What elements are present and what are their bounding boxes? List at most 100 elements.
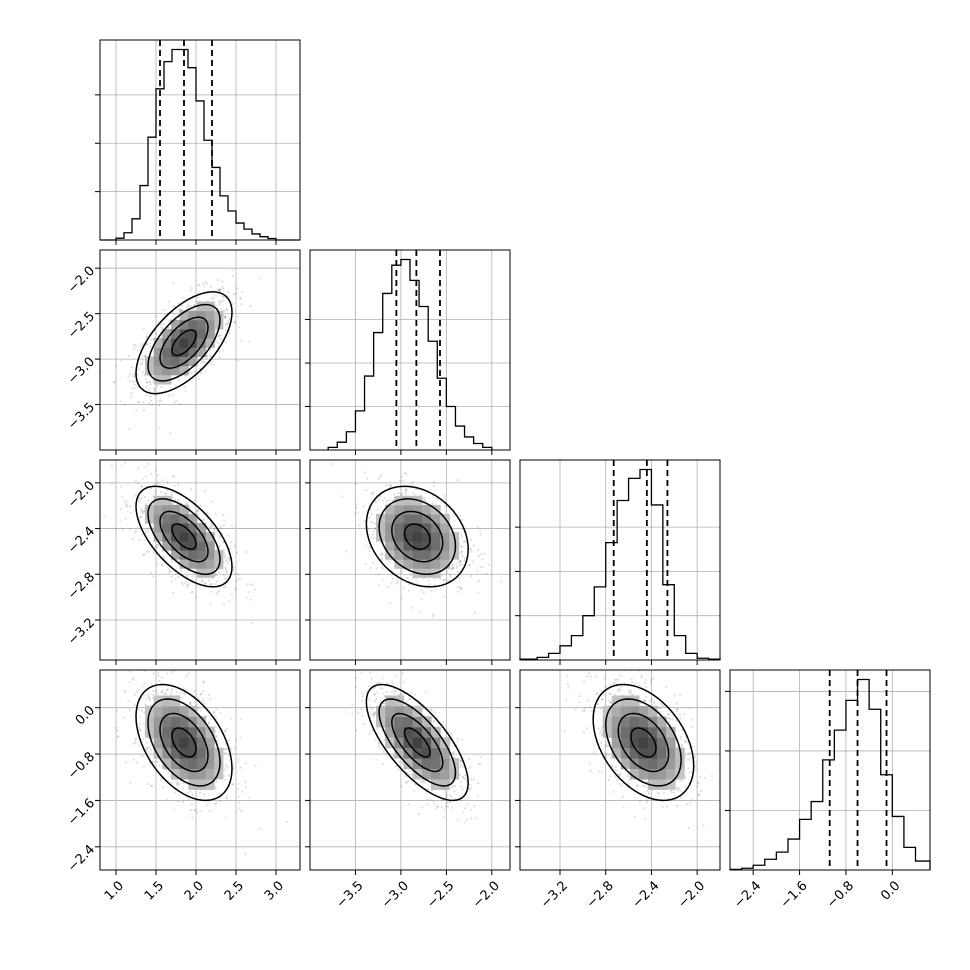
scatter-point (145, 381, 148, 384)
scatter-point (197, 706, 201, 710)
scatter-point (461, 555, 464, 558)
density-cell (171, 541, 181, 551)
scatter-point (144, 531, 147, 535)
scatter-point (460, 518, 463, 521)
scatter-point (215, 580, 218, 583)
scatter-point (145, 749, 149, 752)
density-cell (179, 338, 189, 348)
panel-frame (519, 459, 721, 661)
density-cell (171, 550, 181, 560)
scatter-point (235, 292, 238, 295)
scatter-point (129, 781, 132, 784)
scatter-point (466, 803, 470, 806)
scatter-point (209, 526, 213, 529)
density-cell (162, 726, 172, 738)
scatter-point (411, 481, 414, 484)
scatter-point (237, 573, 240, 576)
histogram-step-2 (519, 468, 721, 660)
scatter-point (395, 582, 398, 585)
scatter-point (124, 691, 127, 694)
density-cell (153, 747, 163, 759)
scatter-point (201, 690, 204, 693)
scatter-point (128, 670, 131, 673)
density-cell (196, 768, 207, 780)
scatter-point (210, 583, 213, 586)
scatter-point (446, 805, 450, 808)
scatter-point (448, 573, 452, 576)
scatter-point (372, 713, 376, 716)
scatter-point (259, 827, 262, 830)
scatter-point (208, 809, 211, 812)
scatter-point (442, 595, 445, 599)
contour-level-2 (378, 498, 457, 576)
scatter-point (169, 693, 172, 696)
scatter-point (461, 794, 464, 797)
density-cell (421, 513, 432, 524)
density-cell (171, 768, 181, 780)
scatter-point (239, 297, 242, 300)
density-cell (449, 541, 460, 551)
scatter-point (221, 280, 224, 283)
scatter-point (469, 765, 472, 768)
scatter-point (152, 689, 155, 693)
scatter-point (137, 368, 140, 371)
scatter-point (462, 777, 465, 780)
density-cell (179, 559, 189, 569)
scatter-point (234, 587, 237, 590)
scatter-point (184, 389, 187, 393)
scatter-point (134, 494, 137, 497)
scatter-point (237, 325, 240, 329)
scatter-point (390, 581, 393, 584)
scatter-point (236, 577, 239, 581)
scatter-point (172, 808, 176, 811)
scatter-point (149, 381, 152, 384)
scatter-point (120, 485, 123, 488)
scatter-point (467, 767, 470, 770)
scatter-point (180, 569, 183, 572)
scatter-point (162, 322, 165, 326)
scatter-point (208, 722, 211, 725)
density-cell (412, 541, 423, 551)
scatter-point (208, 525, 211, 528)
scatter-point (120, 464, 124, 467)
scatter-point (134, 479, 137, 483)
scatter-point (119, 507, 122, 511)
scatter-point (226, 322, 229, 325)
scatter-point (157, 675, 160, 678)
density-cell (153, 338, 163, 348)
scatter-point (154, 315, 157, 318)
scatter-point (455, 562, 458, 565)
scatter-point (361, 714, 364, 717)
scatter-point (363, 654, 365, 656)
scatter-point (223, 751, 226, 754)
scatter-point (200, 362, 203, 365)
scatter-point (459, 545, 463, 548)
scatter-point (215, 717, 218, 720)
scatter-point (220, 307, 223, 310)
scatter-point (161, 689, 164, 692)
scatter-point (165, 798, 168, 801)
scatter-point (460, 760, 463, 763)
scatter-point (177, 379, 181, 382)
scatter-point (382, 702, 385, 705)
scatter-point (143, 409, 146, 412)
scatter-point (168, 775, 171, 778)
scatter-point (192, 308, 196, 311)
scatter-point (381, 554, 384, 557)
contour-level-1 (391, 510, 444, 563)
density-cell (440, 550, 450, 560)
scatter-point (228, 317, 231, 320)
scatter-point (151, 760, 155, 764)
scatter-point (202, 680, 205, 683)
density-cell (412, 513, 423, 524)
scatter-point (179, 691, 182, 695)
scatter-point (461, 535, 464, 538)
scatter-point (190, 591, 193, 594)
density-cell (205, 758, 215, 770)
scatter-point (203, 702, 206, 705)
scatter-point (222, 287, 225, 290)
scatter-point (442, 721, 445, 724)
scatter-point (127, 354, 131, 358)
scatter-point (369, 671, 372, 674)
scatter-point (164, 491, 167, 495)
